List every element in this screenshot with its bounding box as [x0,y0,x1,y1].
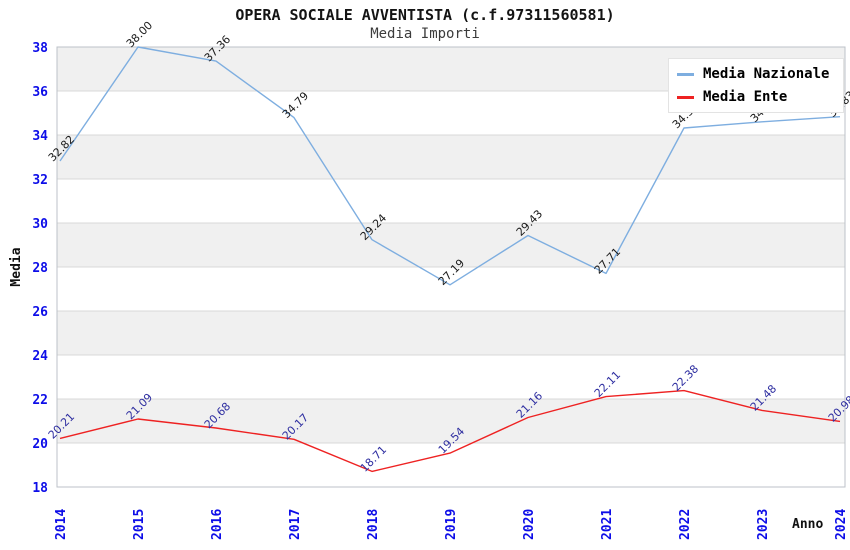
y-tick-label: 34 [32,129,48,144]
y-tick-label: 26 [32,305,48,320]
series-line [59,46,841,286]
plot-band [57,267,845,311]
legend-label-ente: Media Ente [703,89,788,105]
legend-swatch-ente [677,95,694,99]
legend-label-nazionale: Media Nazionale [703,66,830,82]
x-tick-label: 2024 [834,509,849,540]
x-tick-label: 2020 [522,509,537,540]
plot-band [57,311,845,355]
x-tick-label: 2014 [54,509,69,540]
y-tick-label: 30 [32,217,48,232]
y-tick-label: 36 [32,85,48,100]
plot-band [57,355,845,399]
y-tick-label: 18 [32,481,48,496]
y-axis-title: Media [9,247,24,286]
y-tick-label: 22 [32,393,48,408]
plot-band [57,223,845,267]
y-tick-label: 32 [32,173,48,188]
x-tick-label: 2016 [210,509,225,540]
legend-item-media-ente: Media Ente [677,89,843,105]
y-tick-label: 38 [32,41,48,56]
x-tick-label: 2019 [444,509,459,540]
x-tick-label: 2023 [756,509,771,540]
chart-subtitle: Media Importi [370,26,480,42]
chart-legend: Media Nazionale Media Ente [668,58,844,113]
series-line [59,389,841,473]
x-tick-label: 2015 [132,509,147,540]
legend-swatch-nazionale [677,72,694,76]
plot-band [57,179,845,223]
plot-band [57,399,845,443]
chart-title: OPERA SOCIALE AVVENTISTA (c.f.9731156058… [235,6,615,24]
y-tick-label: 28 [32,261,48,276]
y-tick-label: 24 [32,349,48,364]
x-tick-label: 2017 [288,509,303,540]
plot-border [56,46,846,488]
y-tick-label: 20 [32,437,48,452]
x-tick-label: 2018 [366,509,381,540]
plot-band [57,443,845,487]
x-tick-label: 2022 [678,509,693,540]
legend-item-media-nazionale: Media Nazionale [677,66,843,82]
x-tick-label: 2021 [600,509,615,540]
x-axis-title: Anno [792,517,823,532]
plot-band [57,135,845,179]
